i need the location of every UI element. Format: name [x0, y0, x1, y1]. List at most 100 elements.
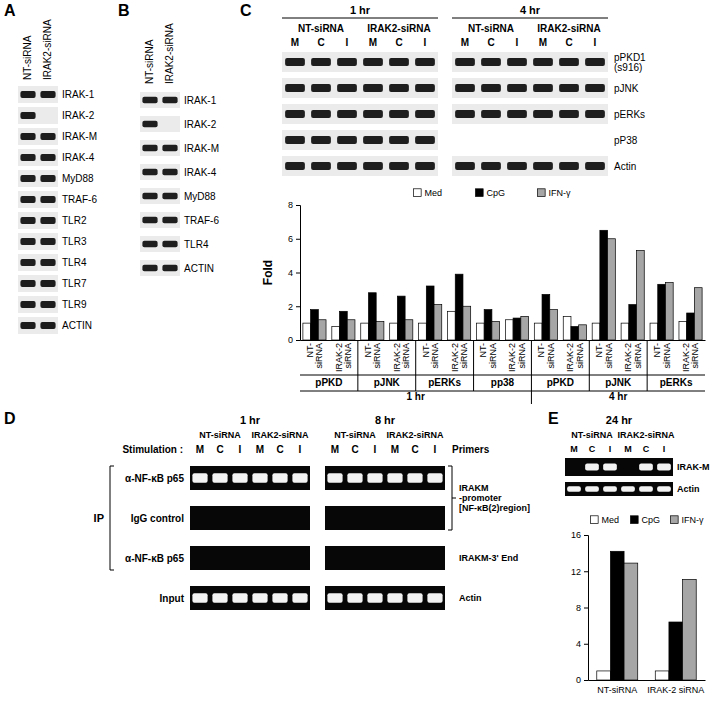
gel-background — [282, 52, 438, 72]
gel-background — [140, 212, 180, 228]
bar — [332, 327, 340, 341]
group-label: IRAK2-siRNA — [617, 430, 675, 440]
band — [311, 162, 331, 170]
band — [415, 162, 435, 170]
band — [292, 593, 307, 603]
gel-background — [282, 156, 438, 176]
row-label: Actin — [614, 161, 636, 172]
band — [272, 593, 287, 603]
tick-label: 16 — [571, 530, 581, 540]
band — [363, 110, 383, 118]
band — [639, 463, 653, 470]
tick: 8 — [576, 603, 588, 613]
period-label: 1 hr — [407, 391, 425, 402]
bar — [448, 311, 456, 340]
bars — [597, 551, 696, 680]
primer-label: Actin — [459, 593, 482, 603]
band — [507, 58, 527, 66]
group-label: pERKs — [428, 377, 461, 388]
primer-label: IRAKM-promoter[NF-κB(2)region] — [459, 483, 530, 513]
band — [327, 593, 342, 603]
row-label: pPKD1(s916) — [614, 52, 646, 73]
band — [481, 110, 501, 118]
tick-mark — [296, 239, 300, 240]
band — [192, 473, 207, 483]
bar — [513, 318, 521, 340]
legend-label: CpG — [642, 515, 661, 525]
band — [40, 238, 55, 245]
bar — [376, 321, 384, 340]
band — [142, 145, 157, 151]
gel-background — [140, 260, 180, 276]
band — [455, 162, 475, 170]
divider — [647, 340, 648, 391]
row-label: TLR4 — [62, 257, 87, 268]
bar — [592, 323, 600, 340]
row-label: MyD88 — [62, 173, 94, 184]
lane-label: M — [196, 444, 204, 455]
bar — [534, 323, 542, 340]
band — [292, 473, 307, 483]
band — [162, 97, 177, 103]
tick: 4 — [576, 639, 588, 649]
category-label: NT-siRNA — [536, 343, 556, 369]
band — [40, 280, 55, 287]
gel-background — [190, 506, 310, 530]
period-label: 4 hr — [609, 391, 627, 402]
bar — [463, 306, 471, 340]
band — [212, 473, 227, 483]
band — [389, 58, 409, 66]
bar — [361, 323, 369, 340]
band — [142, 169, 157, 175]
bar — [629, 305, 637, 340]
bar — [650, 323, 658, 340]
axis-line — [589, 680, 706, 681]
band — [389, 84, 409, 92]
lane-label: C — [643, 444, 650, 454]
lane-label: C — [565, 37, 572, 48]
legend-swatch — [414, 189, 422, 197]
bracket — [110, 466, 111, 570]
band — [367, 473, 382, 483]
legend-swatch — [591, 516, 599, 524]
lane-label: M — [369, 37, 377, 48]
divider — [282, 18, 438, 19]
gel-background — [18, 170, 58, 187]
row-label: TLR4 — [184, 239, 209, 250]
panel-label: B — [118, 2, 130, 19]
band — [507, 110, 527, 118]
row-label: IRAK-M — [184, 143, 219, 154]
panel-label: E — [548, 410, 559, 427]
bar — [542, 294, 550, 340]
category-label: NT-siRNA — [305, 343, 325, 369]
bar — [687, 313, 695, 340]
bar — [563, 316, 571, 340]
bar — [311, 310, 319, 340]
row-label: IRAK-1 — [184, 95, 217, 106]
group-label: pPKD — [547, 377, 574, 388]
band — [427, 473, 442, 483]
gel-background — [282, 104, 438, 124]
bar — [679, 321, 687, 340]
row-label: ACTIN — [62, 320, 92, 331]
band — [389, 110, 409, 118]
band — [285, 162, 305, 170]
lane-label: M — [291, 37, 299, 48]
band — [427, 593, 442, 603]
band — [363, 162, 383, 170]
axis-line — [296, 206, 301, 341]
divider — [300, 391, 705, 392]
panel-label: A — [4, 2, 16, 19]
band — [533, 110, 553, 118]
period-label: 4 hr — [520, 4, 541, 16]
bar — [550, 310, 558, 340]
band — [40, 196, 55, 203]
group-label: pERKs — [660, 377, 693, 388]
band — [585, 486, 599, 492]
band — [481, 162, 501, 170]
band — [272, 473, 287, 483]
group-label: NT-siRNA — [571, 430, 613, 440]
group-label: NT-siRNA — [468, 23, 514, 34]
category-label: NT-siRNA — [594, 343, 614, 369]
row-label: IRAK-4 — [184, 167, 217, 178]
